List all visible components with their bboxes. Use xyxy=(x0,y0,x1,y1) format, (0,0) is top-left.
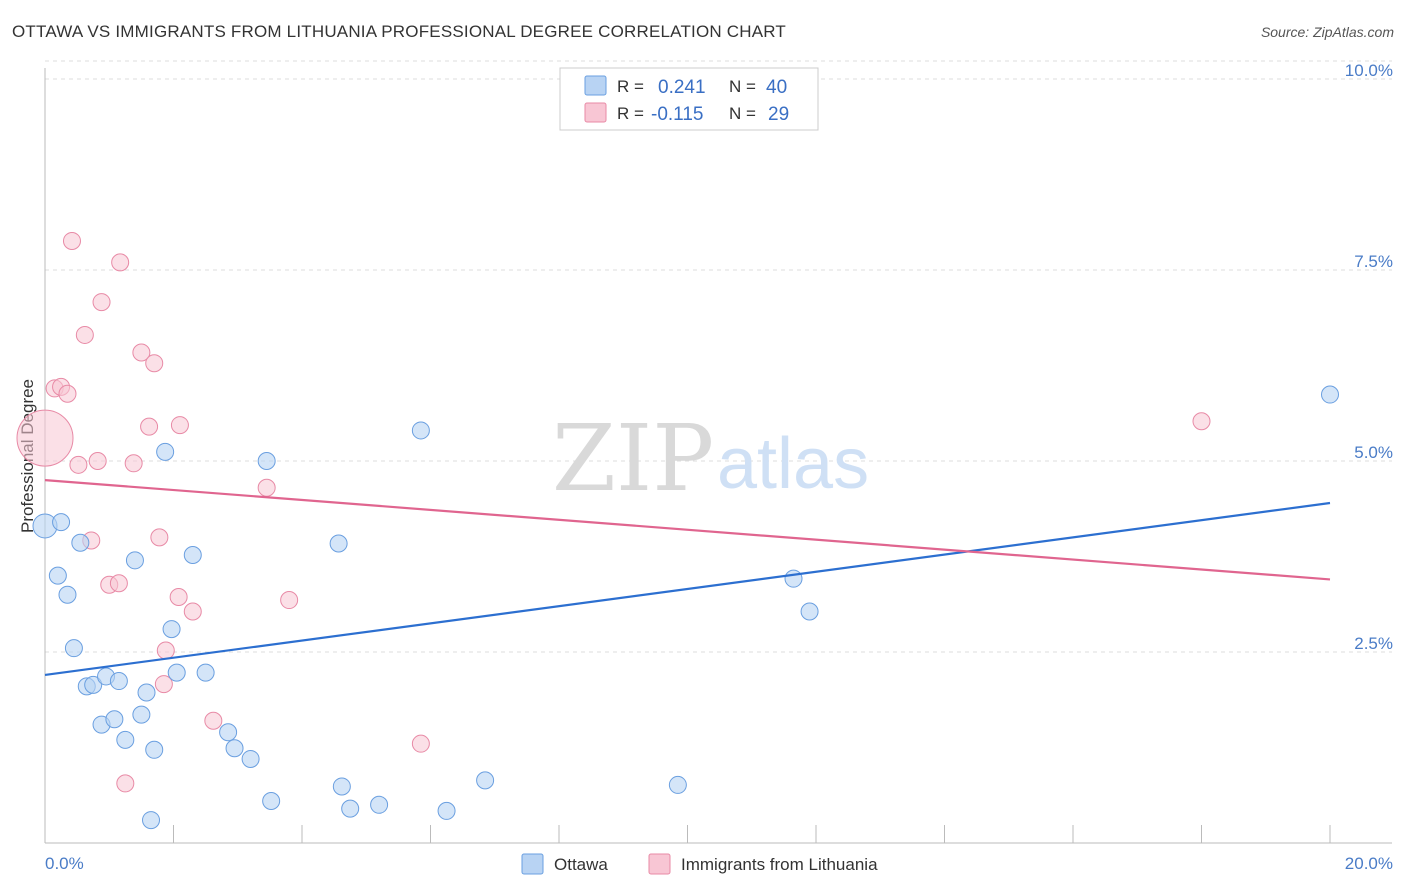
ottawa-point xyxy=(142,811,161,830)
legend-r-value-ottawa: 0.241 xyxy=(658,77,706,98)
y-tick-label: 7.5% xyxy=(1354,252,1393,271)
legend-r-label-lithuania: R = xyxy=(617,104,644,123)
ottawa-point xyxy=(411,421,430,440)
ottawa-point xyxy=(125,551,144,570)
ottawa-point xyxy=(784,569,803,588)
ottawa-point xyxy=(257,452,276,470)
bottom-legend-swatch-ottawa xyxy=(521,853,544,875)
legend-r-value-lithuania: -0.115 xyxy=(651,104,703,125)
trend-lines xyxy=(44,479,1331,677)
x-tick-label-max: 20.0% xyxy=(1345,854,1393,873)
lithuania-point xyxy=(257,478,276,497)
lithuania-point xyxy=(154,675,173,694)
ottawa-trend-line xyxy=(44,501,1331,677)
ottawa-point xyxy=(370,795,389,814)
lithuania-point xyxy=(124,454,143,473)
legend-n-label-lithuania: N = xyxy=(729,104,756,123)
stats-legend: R = 0.241 N = 40 R = -0.115 N = 29 xyxy=(559,67,819,131)
ottawa-point xyxy=(162,620,181,639)
y-tick-labels: 2.5% 5.0% 7.5% 10.0% xyxy=(1345,61,1393,653)
series-lithuania-points xyxy=(16,231,1211,793)
lithuania-point xyxy=(170,416,189,435)
series-legend: Ottawa Immigrants from Lithuania xyxy=(521,853,878,875)
ottawa-point xyxy=(84,675,103,694)
lithuania-point xyxy=(411,734,430,753)
lithuania-point xyxy=(169,587,188,606)
ottawa-point xyxy=(437,801,456,820)
watermark-zip: ZIP xyxy=(552,405,714,512)
ottawa-point xyxy=(183,545,202,564)
ottawa-point xyxy=(52,513,71,532)
ottawa-point xyxy=(329,534,348,553)
bottom-legend-label-lithuania: Immigrants from Lithuania xyxy=(681,855,878,874)
lithuania-point xyxy=(280,591,299,610)
ottawa-point xyxy=(145,740,164,759)
ottawa-point xyxy=(196,663,215,682)
lithuania-point xyxy=(156,641,175,660)
lithuania-point xyxy=(75,325,94,344)
ottawa-point xyxy=(225,739,244,758)
ottawa-point xyxy=(116,730,135,749)
y-tick-label: 2.5% xyxy=(1354,634,1393,653)
lithuania-point xyxy=(62,231,81,250)
ottawa-point xyxy=(241,749,260,768)
lithuania-point xyxy=(16,409,74,467)
ottawa-point xyxy=(58,585,77,604)
lithuania-trend-line xyxy=(44,479,1331,581)
ottawa-point xyxy=(1321,385,1339,404)
bottom-legend-label-ottawa: Ottawa xyxy=(554,855,608,874)
lithuania-point xyxy=(150,528,169,547)
lithuania-point xyxy=(111,253,130,272)
lithuania-point xyxy=(132,343,151,362)
legend-swatch-ottawa xyxy=(584,75,607,96)
ottawa-point xyxy=(262,791,281,810)
legend-r-label-ottawa: R = xyxy=(617,77,644,96)
ottawa-point xyxy=(132,705,151,724)
ottawa-point xyxy=(219,723,238,742)
lithuania-point xyxy=(116,774,135,793)
y-tick-label: 5.0% xyxy=(1354,443,1393,462)
lithuania-point xyxy=(140,417,159,436)
legend-n-value-ottawa: 40 xyxy=(766,77,787,98)
series-ottawa-points xyxy=(32,108,1339,830)
legend-n-value-lithuania: 29 xyxy=(768,104,789,125)
ottawa-point xyxy=(71,533,90,552)
bottom-legend-swatch-lithuania xyxy=(648,853,671,875)
watermark: ZIP atlas xyxy=(552,405,869,512)
ottawa-point xyxy=(105,710,124,729)
ottawa-point xyxy=(48,566,67,585)
ottawa-point xyxy=(800,602,819,621)
lithuania-point xyxy=(145,354,164,373)
lithuania-point xyxy=(69,455,88,474)
chart-title: OTTAWA VS IMMIGRANTS FROM LITHUANIA PROF… xyxy=(12,22,787,41)
ottawa-point xyxy=(668,775,687,794)
ottawa-point xyxy=(109,672,128,691)
lithuania-point xyxy=(183,602,202,621)
source-label: Source: ZipAtlas.com xyxy=(1260,24,1394,40)
lithuania-point xyxy=(109,574,128,593)
lithuania-point xyxy=(88,452,107,470)
ottawa-point xyxy=(341,799,360,818)
legend-n-label-ottawa: N = xyxy=(729,77,756,96)
ottawa-point xyxy=(156,442,175,461)
x-tick-label-min: 0.0% xyxy=(45,854,84,873)
ottawa-point xyxy=(332,777,351,796)
ottawa-point xyxy=(137,683,156,702)
watermark-atlas: atlas xyxy=(717,424,869,504)
lithuania-point xyxy=(1192,412,1211,431)
grid-lines xyxy=(45,60,1392,653)
legend-swatch-lithuania xyxy=(584,102,607,123)
ottawa-point xyxy=(64,639,83,658)
y-tick-label: 10.0% xyxy=(1345,61,1393,80)
x-ticks xyxy=(173,825,1331,843)
ottawa-point xyxy=(167,663,186,682)
ottawa-point xyxy=(476,771,495,790)
lithuania-point xyxy=(92,293,111,312)
lithuania-point xyxy=(58,384,77,403)
lithuania-point xyxy=(204,711,223,730)
